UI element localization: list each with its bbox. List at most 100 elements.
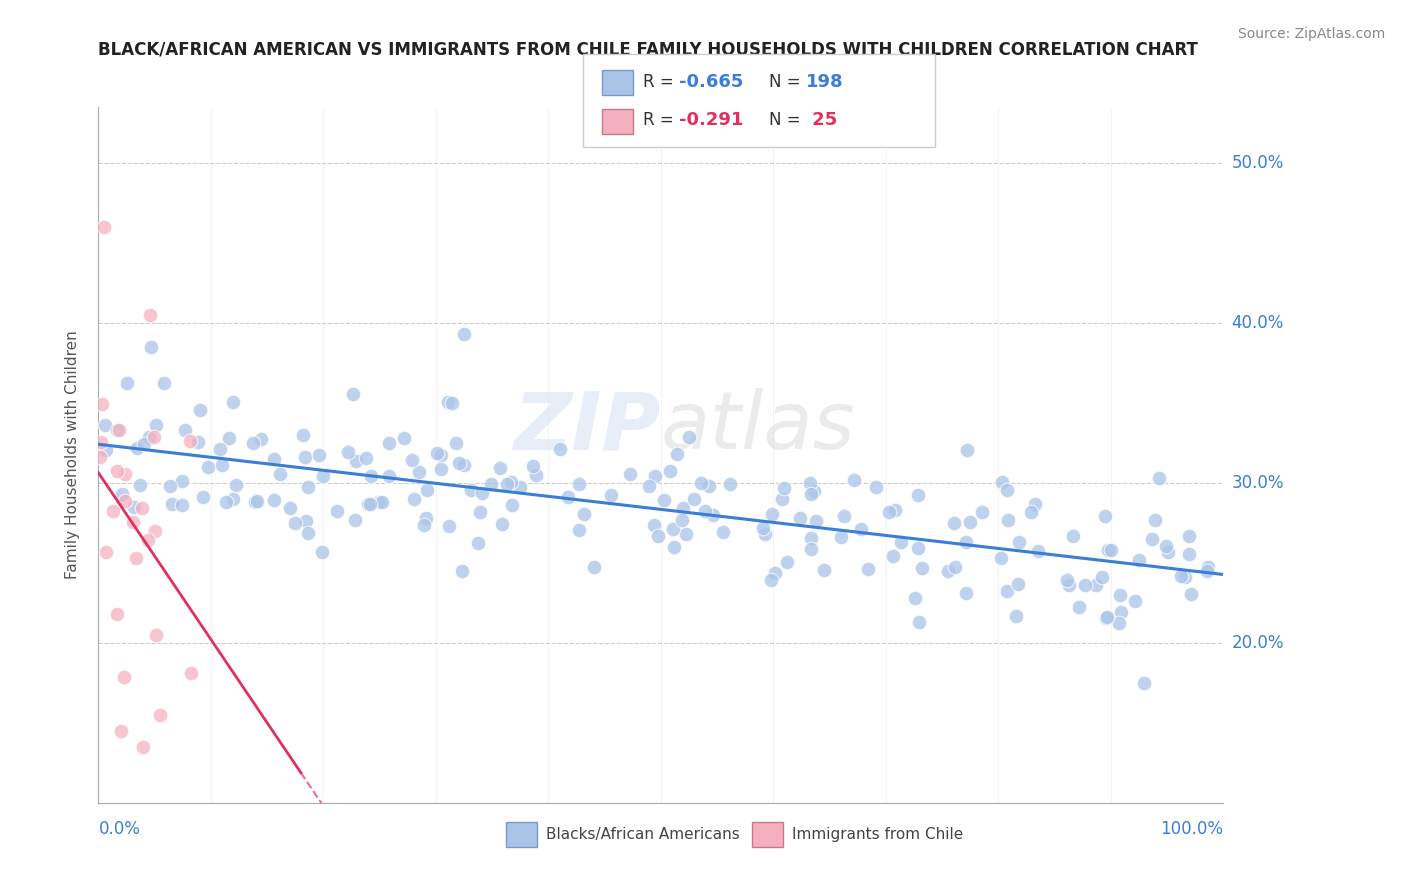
Point: [647, 529, 669, 543]
Point: [138, 533, 160, 548]
Point: [103, 504, 125, 518]
Point: [122, 515, 145, 529]
Point: [970, 505, 993, 519]
Point: [359, 497, 381, 511]
Point: [430, 462, 453, 476]
Point: [800, 487, 823, 501]
Point: [377, 436, 399, 450]
Point: [1057, 578, 1080, 592]
Point: [440, 396, 463, 410]
Text: 50.0%: 50.0%: [1232, 154, 1284, 172]
Point: [911, 560, 934, 574]
Text: 30.0%: 30.0%: [1232, 474, 1284, 491]
Point: [401, 452, 423, 467]
Point: [179, 434, 201, 448]
Point: [568, 477, 591, 491]
Point: [690, 475, 713, 490]
Point: [995, 483, 1018, 497]
Point: [360, 469, 382, 483]
Point: [524, 468, 547, 483]
Point: [110, 723, 132, 738]
Point: [160, 497, 183, 511]
Point: [370, 495, 392, 509]
Point: [191, 490, 214, 504]
Point: [170, 498, 193, 512]
Point: [672, 501, 695, 516]
Point: [1108, 615, 1130, 630]
Point: [429, 448, 451, 462]
Point: [904, 591, 927, 606]
Point: [354, 451, 377, 466]
Point: [1062, 529, 1084, 543]
Point: [139, 308, 162, 322]
Point: [907, 488, 929, 502]
Point: [1091, 570, 1114, 584]
Point: [326, 504, 349, 518]
Point: [644, 469, 666, 483]
Point: [208, 442, 231, 456]
Point: [1099, 542, 1122, 557]
Point: [956, 442, 979, 457]
Point: [110, 487, 132, 501]
Text: 25: 25: [806, 112, 837, 129]
Point: [1154, 539, 1177, 553]
Text: N =: N =: [769, 112, 806, 129]
Point: [832, 508, 855, 523]
Point: [278, 500, 301, 515]
Point: [659, 464, 682, 478]
Point: [522, 458, 544, 473]
Point: [990, 550, 1012, 565]
Point: [342, 386, 364, 401]
Point: [172, 474, 194, 488]
Point: [125, 550, 148, 565]
Text: 100.0%: 100.0%: [1160, 820, 1223, 838]
Point: [652, 492, 675, 507]
Point: [702, 508, 724, 523]
Point: [1004, 608, 1026, 623]
Point: [132, 739, 155, 754]
Point: [218, 431, 240, 445]
Point: [844, 474, 866, 488]
Text: Blacks/African Americans: Blacks/African Americans: [546, 828, 740, 842]
Text: 20.0%: 20.0%: [1232, 634, 1284, 652]
Point: [883, 503, 905, 517]
Point: [297, 480, 319, 494]
Point: [754, 526, 776, 541]
Point: [93, 219, 115, 234]
Point: [763, 566, 786, 580]
Point: [1095, 611, 1118, 625]
Point: [413, 517, 436, 532]
Point: [471, 486, 494, 500]
Point: [991, 475, 1014, 489]
Point: [152, 376, 174, 390]
Point: [1198, 559, 1220, 574]
Text: 40.0%: 40.0%: [1232, 314, 1284, 332]
Point: [180, 665, 202, 680]
Point: [479, 477, 502, 491]
Point: [96, 443, 118, 458]
Point: [159, 479, 181, 493]
Point: [664, 540, 686, 554]
Point: [775, 555, 797, 569]
Point: [908, 615, 931, 630]
Point: [943, 516, 966, 530]
Point: [1180, 587, 1202, 601]
Point: [145, 418, 167, 433]
Point: [1140, 532, 1163, 546]
Point: [877, 505, 900, 519]
Point: [804, 514, 827, 528]
Point: [943, 560, 966, 574]
Point: [127, 441, 149, 455]
Text: -0.291: -0.291: [679, 112, 744, 129]
Point: [143, 524, 166, 538]
Point: [675, 527, 697, 541]
Point: [488, 461, 510, 475]
Point: [1109, 588, 1132, 602]
Point: [671, 513, 693, 527]
Point: [1097, 542, 1119, 557]
Point: [1019, 505, 1042, 519]
Point: [416, 483, 439, 498]
Point: [415, 510, 437, 524]
Point: [453, 458, 475, 472]
Point: [643, 517, 665, 532]
